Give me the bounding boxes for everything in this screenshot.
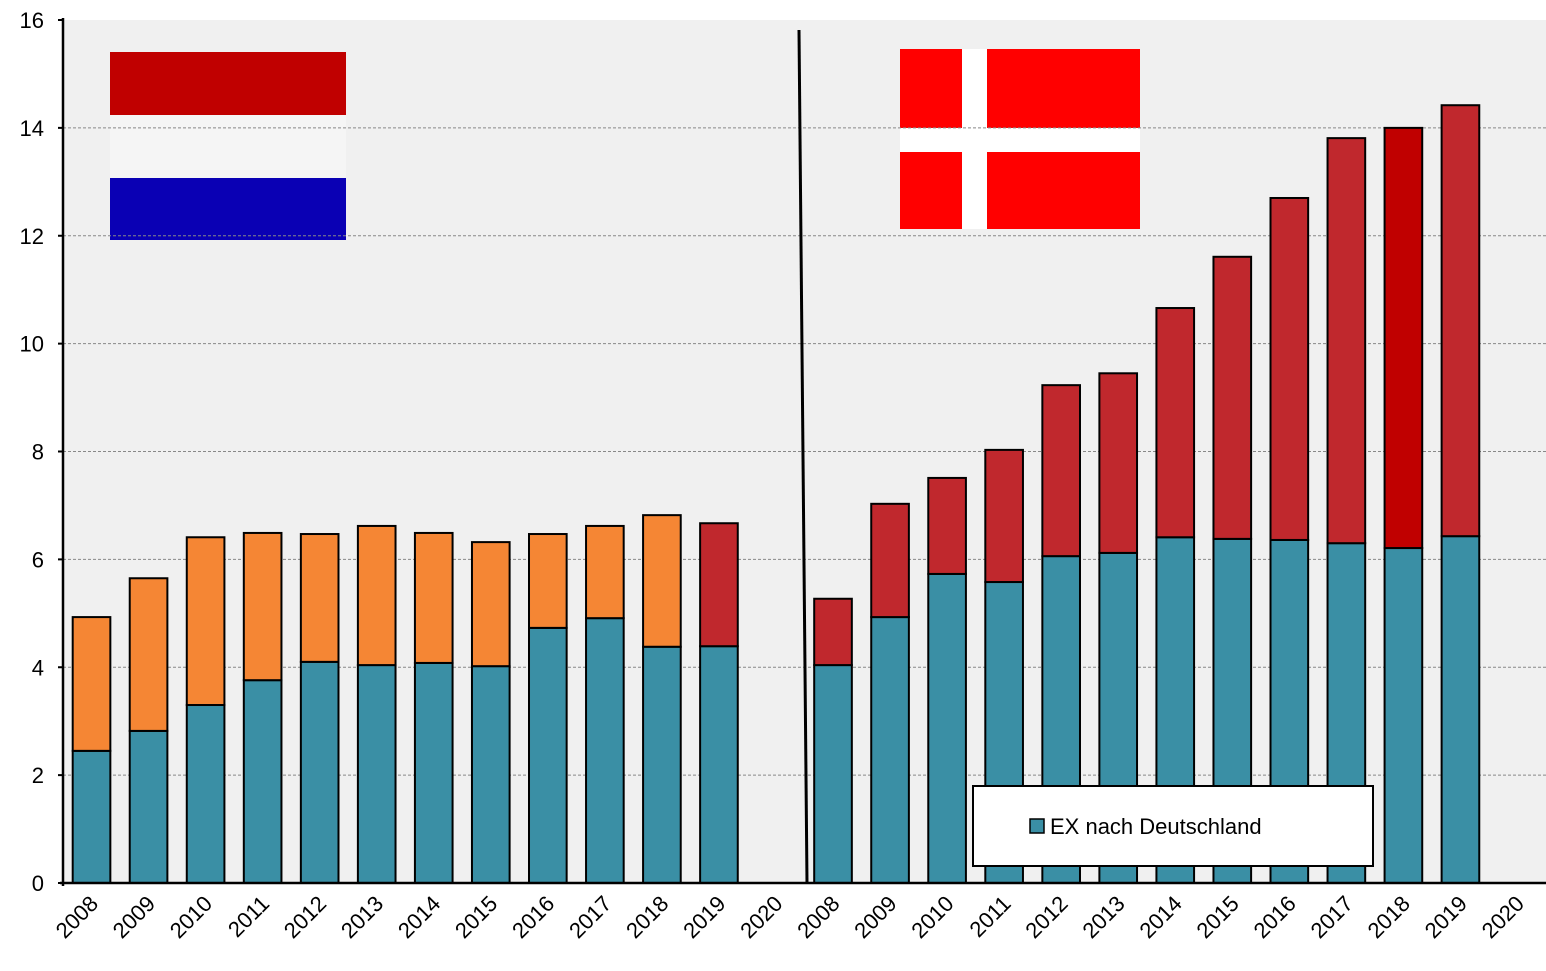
x-tick-label: 2015	[1192, 891, 1244, 943]
y-tick-label: 2	[32, 763, 44, 788]
x-tick-label: 2008	[51, 891, 103, 943]
flag-denmark	[900, 49, 1140, 229]
bar-segment	[299, 660, 340, 885]
bar-segment	[1440, 535, 1481, 884]
bar-segment	[1383, 126, 1424, 550]
bar-segment	[813, 597, 853, 667]
bar-segment	[528, 533, 568, 629]
bar-segment	[699, 522, 739, 648]
x-tick-label: 2016	[507, 891, 559, 943]
bar-segment	[71, 749, 112, 885]
y-tick-label: 16	[20, 8, 44, 33]
x-tick-label: 2017	[1306, 891, 1358, 943]
bar-segment	[185, 536, 226, 707]
x-tick-label: 2012	[1020, 891, 1072, 943]
bar-segment	[185, 704, 226, 884]
x-tick-label: 2019	[1420, 891, 1472, 943]
bar-segment	[1041, 384, 1081, 558]
y-tick-label: 4	[32, 655, 44, 680]
bar-segment	[927, 572, 967, 884]
x-tick-label: 2012	[279, 891, 331, 943]
bar-segment	[356, 664, 397, 885]
x-tick-label: 2010	[165, 891, 217, 943]
y-tick-label: 6	[32, 547, 44, 572]
x-tick-label: 2018	[1363, 891, 1415, 943]
bar-segment	[1155, 307, 1196, 539]
bar-segment	[413, 661, 454, 884]
x-tick-label: 2010	[906, 891, 958, 943]
bar-segment	[1098, 372, 1139, 554]
x-tick-label: 2013	[1077, 891, 1129, 943]
bar-segment	[585, 617, 625, 884]
bar-segment	[299, 533, 340, 663]
bar-segment	[642, 514, 682, 648]
x-tick-label: 2011	[223, 891, 274, 942]
divider	[797, 29, 809, 884]
x-tick-label: 2008	[792, 891, 844, 943]
x-tick-label: 2009	[108, 891, 160, 943]
bar-segment	[128, 577, 169, 732]
x-tick-label: 2016	[1249, 891, 1301, 943]
bar-segment	[128, 729, 169, 884]
y-tick-label: 0	[32, 871, 44, 896]
bar-segment	[1269, 196, 1310, 541]
x-tick-label: 2011	[965, 891, 1016, 942]
bar-segment	[870, 502, 910, 619]
y-tick-label: 8	[32, 440, 44, 465]
x-tick-label: 2009	[849, 891, 901, 943]
bar-segment	[927, 476, 967, 575]
bar-segment	[242, 679, 283, 884]
bar-segment	[356, 524, 397, 667]
bar-segment	[413, 531, 454, 664]
bar-segment	[470, 541, 511, 668]
bar-segment	[1383, 547, 1424, 884]
legend-label: EX nach Deutschland	[1050, 814, 1262, 839]
bar-segment	[528, 626, 568, 884]
x-tick-label: 2015	[450, 891, 502, 943]
flag-netherlands	[110, 52, 346, 240]
bar-segment	[585, 524, 625, 620]
bar-segment	[242, 531, 283, 682]
bar-segment	[870, 616, 910, 884]
y-tick-label: 10	[20, 332, 44, 357]
bar-segment	[71, 616, 112, 752]
x-tick-label: 2014	[393, 891, 445, 943]
y-tick-label: 12	[20, 224, 44, 249]
x-tick-label: 2013	[336, 891, 388, 943]
bar-segment	[470, 665, 511, 885]
x-tick-label: 2020	[735, 891, 787, 943]
bar-segment	[984, 448, 1024, 584]
x-tick-label: 2017	[564, 891, 616, 943]
bar-segment	[699, 645, 739, 884]
legend-marker	[1029, 818, 1045, 834]
x-tick-label: 2014	[1134, 891, 1186, 943]
bar-segment	[1326, 137, 1367, 545]
bar-segment	[642, 645, 682, 884]
bar-segment	[1440, 104, 1481, 538]
x-tick-label: 2020	[1477, 891, 1529, 943]
x-tick-label: 2018	[621, 891, 673, 943]
bar-segment	[1212, 255, 1253, 540]
x-tick-label: 2019	[678, 891, 730, 943]
bar-segment	[813, 664, 853, 885]
y-tick-label: 14	[20, 116, 44, 141]
